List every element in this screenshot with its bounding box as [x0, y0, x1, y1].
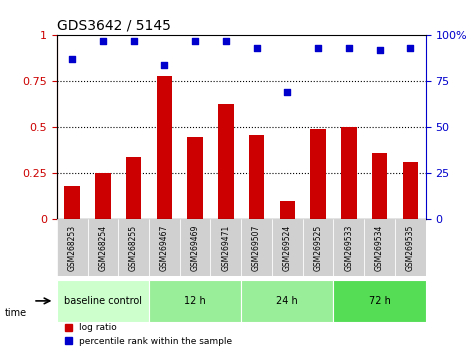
Point — [283, 90, 291, 95]
Text: 12 h: 12 h — [184, 296, 206, 306]
FancyBboxPatch shape — [333, 219, 364, 276]
Text: GSM269471: GSM269471 — [221, 225, 230, 271]
Text: 24 h: 24 h — [277, 296, 298, 306]
Point — [345, 45, 352, 51]
Bar — [95, 173, 111, 219]
FancyBboxPatch shape — [118, 219, 149, 276]
Text: GDS3642 / 5145: GDS3642 / 5145 — [57, 19, 171, 33]
Point — [376, 47, 383, 53]
Legend: log ratio, percentile rank within the sample: log ratio, percentile rank within the sa… — [61, 320, 236, 349]
Bar — [126, 157, 141, 219]
FancyBboxPatch shape — [241, 280, 333, 322]
Text: GSM269525: GSM269525 — [314, 225, 323, 271]
Bar — [372, 153, 387, 219]
FancyBboxPatch shape — [241, 219, 272, 276]
Text: GSM268255: GSM268255 — [129, 225, 138, 271]
FancyBboxPatch shape — [88, 219, 118, 276]
Point — [406, 45, 414, 51]
Text: GSM269533: GSM269533 — [344, 224, 353, 271]
FancyBboxPatch shape — [333, 280, 426, 322]
Point — [222, 38, 230, 44]
Text: GSM269524: GSM269524 — [283, 225, 292, 271]
Text: time: time — [5, 308, 27, 318]
Point — [160, 62, 168, 68]
Bar — [341, 127, 357, 219]
Text: GSM269507: GSM269507 — [252, 224, 261, 271]
Text: GSM269467: GSM269467 — [160, 224, 169, 271]
Bar — [157, 76, 172, 219]
Text: GSM268253: GSM268253 — [68, 225, 77, 271]
Point — [68, 57, 76, 62]
FancyBboxPatch shape — [57, 280, 149, 322]
Point — [314, 45, 322, 51]
FancyBboxPatch shape — [303, 219, 333, 276]
Text: GSM269535: GSM269535 — [406, 224, 415, 271]
Bar — [64, 186, 80, 219]
Bar — [218, 103, 234, 219]
Text: GSM269534: GSM269534 — [375, 224, 384, 271]
FancyBboxPatch shape — [364, 219, 395, 276]
FancyBboxPatch shape — [180, 219, 210, 276]
Bar — [403, 162, 418, 219]
Text: 72 h: 72 h — [368, 296, 391, 306]
Point — [130, 38, 137, 44]
Point — [191, 38, 199, 44]
FancyBboxPatch shape — [272, 219, 303, 276]
Bar — [249, 135, 264, 219]
FancyBboxPatch shape — [57, 219, 88, 276]
Point — [99, 38, 107, 44]
FancyBboxPatch shape — [395, 219, 426, 276]
FancyBboxPatch shape — [149, 280, 241, 322]
Text: GSM269469: GSM269469 — [191, 224, 200, 271]
Bar — [187, 137, 203, 219]
FancyBboxPatch shape — [210, 219, 241, 276]
Text: GSM268254: GSM268254 — [98, 225, 107, 271]
Bar — [310, 129, 326, 219]
Point — [253, 45, 260, 51]
Bar — [280, 201, 295, 219]
Text: baseline control: baseline control — [64, 296, 142, 306]
FancyBboxPatch shape — [149, 219, 180, 276]
